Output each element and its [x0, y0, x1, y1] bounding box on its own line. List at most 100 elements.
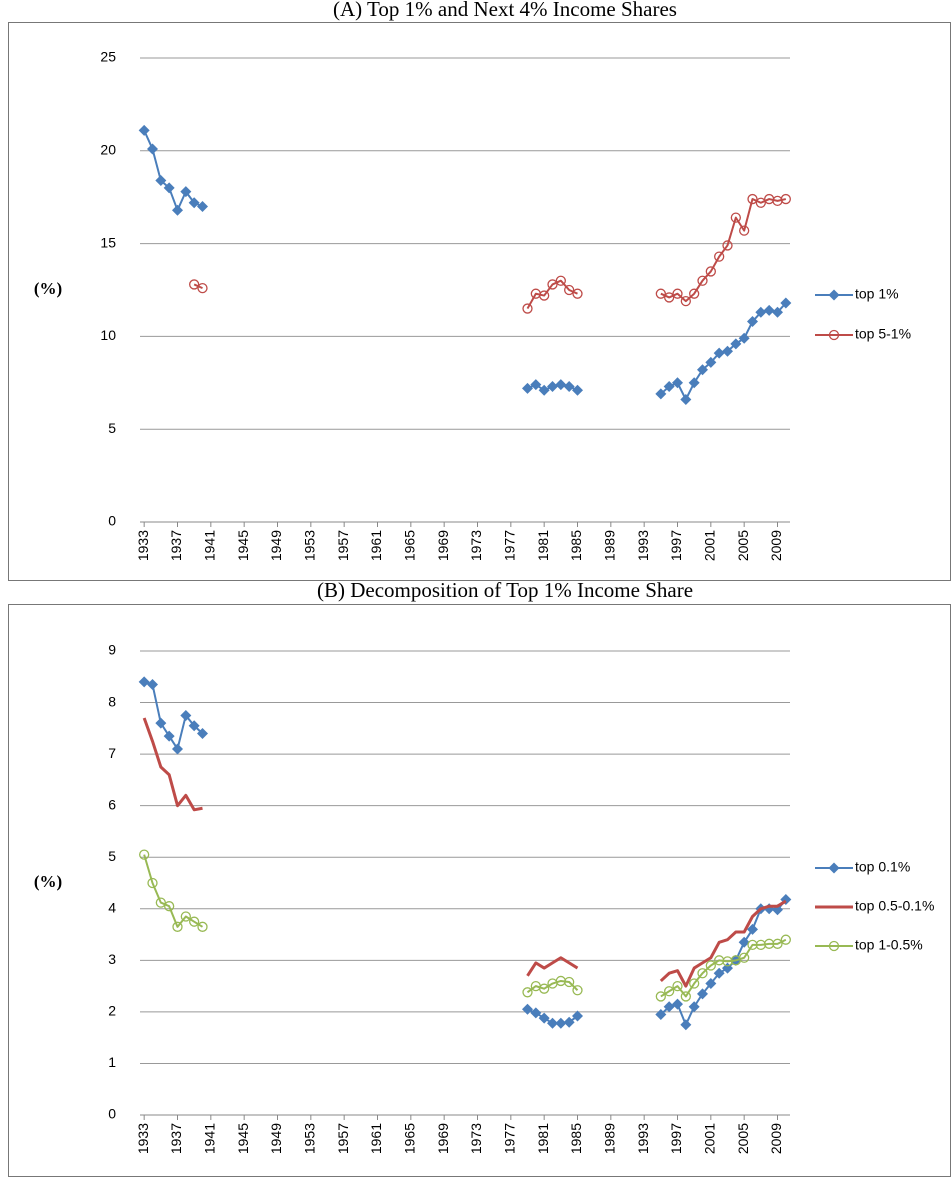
marker — [747, 193, 758, 205]
x-tick-label: 1981 — [535, 1123, 551, 1154]
x-tick-label: 1989 — [602, 1123, 618, 1154]
marker — [138, 124, 150, 136]
marker — [522, 382, 533, 394]
marker — [188, 197, 200, 209]
y-tick-label: 10 — [100, 327, 116, 343]
x-tick-label: 1997 — [668, 1123, 684, 1154]
marker — [572, 1010, 583, 1022]
x-tick-label: 1973 — [468, 530, 484, 561]
x-tick-label: 1957 — [335, 530, 351, 561]
marker — [522, 1003, 533, 1015]
marker — [180, 709, 192, 721]
marker — [197, 727, 208, 739]
x-tick-label: 1973 — [468, 1123, 484, 1154]
x-tick-label: 1985 — [568, 530, 584, 561]
y-tick-label: 2 — [108, 1003, 116, 1019]
x-tick-label: 1941 — [202, 530, 218, 561]
marker — [672, 288, 683, 299]
x-tick-label: 2001 — [702, 1123, 718, 1154]
marker — [547, 1017, 558, 1029]
marker — [664, 986, 675, 997]
marker — [197, 282, 208, 294]
marker — [722, 240, 733, 251]
legend-marker — [828, 289, 840, 301]
marker — [672, 377, 683, 389]
marker — [772, 306, 783, 318]
legend-marker — [828, 862, 840, 874]
marker — [180, 186, 192, 198]
marker — [572, 384, 583, 396]
chart-title: (B) Decomposition of Top 1% Income Share — [317, 578, 693, 602]
marker — [747, 316, 758, 328]
x-tick-label: 2005 — [735, 530, 751, 561]
marker — [547, 381, 558, 393]
x-tick-label: 1949 — [268, 1123, 284, 1154]
x-tick-label: 1957 — [335, 1123, 351, 1154]
marker — [163, 730, 175, 742]
x-tick-label: 2009 — [768, 530, 784, 561]
marker — [572, 288, 583, 299]
marker — [663, 1001, 675, 1013]
marker — [738, 332, 750, 344]
y-tick-label: 4 — [108, 899, 116, 915]
y-tick-label: 8 — [108, 693, 116, 709]
marker — [664, 292, 675, 303]
marker — [689, 288, 700, 299]
marker — [713, 967, 725, 979]
marker — [172, 921, 183, 932]
x-tick-label: 1965 — [402, 1123, 418, 1154]
marker — [689, 978, 700, 989]
series-line — [142, 717, 787, 988]
marker — [680, 295, 691, 307]
marker — [747, 939, 758, 951]
marker — [555, 275, 566, 286]
marker — [730, 212, 741, 223]
marker — [155, 717, 167, 729]
series-line — [143, 129, 787, 401]
marker — [680, 394, 692, 406]
marker — [564, 976, 575, 988]
marker — [547, 279, 558, 290]
marker — [180, 911, 191, 922]
x-tick-label: 1961 — [368, 1123, 384, 1154]
y-axis-label: (%) — [34, 872, 62, 891]
y-tick-label: 0 — [108, 513, 116, 529]
y-tick-label: 15 — [100, 234, 116, 250]
panel-frame — [8, 604, 951, 1177]
y-tick-label: 5 — [108, 420, 116, 436]
marker — [738, 936, 750, 948]
x-tick-label: 1969 — [435, 530, 451, 561]
marker — [697, 968, 708, 979]
y-tick-label: 3 — [108, 951, 116, 967]
marker — [155, 174, 167, 186]
legend-label: top 1% — [855, 286, 899, 302]
marker — [655, 991, 666, 1002]
marker — [705, 356, 717, 368]
marker — [764, 938, 775, 949]
marker — [663, 381, 675, 393]
marker — [139, 849, 150, 860]
marker — [697, 275, 708, 286]
marker — [705, 978, 717, 990]
marker — [772, 938, 783, 949]
marker — [563, 381, 575, 393]
marker — [538, 1012, 550, 1024]
legend-label: top 0.1% — [855, 859, 910, 875]
marker — [722, 345, 733, 357]
marker — [147, 679, 158, 691]
marker — [755, 197, 766, 208]
marker — [739, 225, 750, 236]
x-tick-label: 1933 — [135, 530, 151, 561]
marker — [705, 266, 716, 277]
series-line — [193, 198, 787, 310]
legend-marker — [828, 940, 840, 952]
legend-label: top 5-1% — [855, 326, 911, 342]
x-tick-label: 1993 — [635, 1123, 651, 1154]
marker — [763, 304, 775, 316]
y-tick-label: 1 — [108, 1054, 116, 1070]
marker — [655, 1008, 667, 1020]
marker — [780, 297, 792, 309]
x-tick-label: 1969 — [435, 1123, 451, 1154]
y-tick-label: 6 — [108, 796, 116, 812]
